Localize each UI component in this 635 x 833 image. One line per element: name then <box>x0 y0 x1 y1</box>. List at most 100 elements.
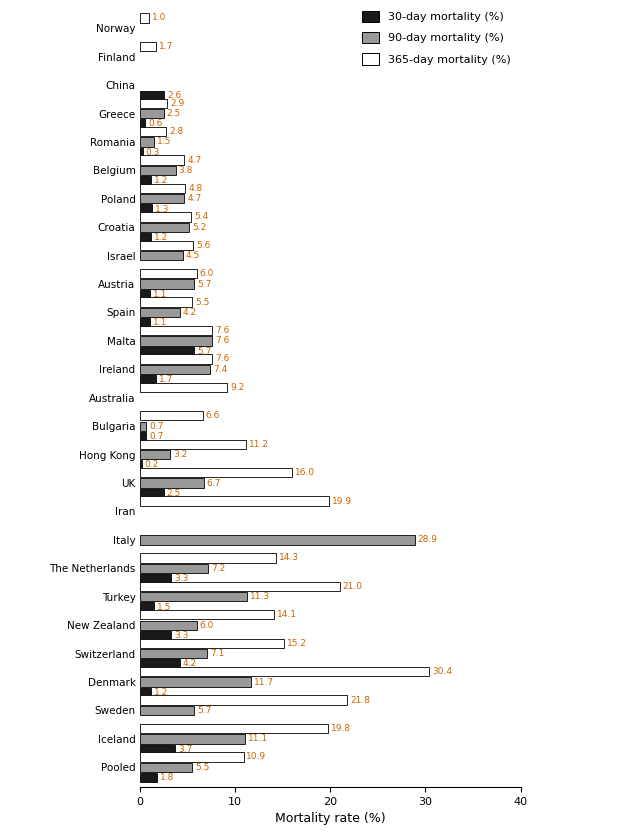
Text: 10.9: 10.9 <box>246 752 267 761</box>
Text: 21.0: 21.0 <box>343 582 363 591</box>
Text: 1.1: 1.1 <box>153 290 168 299</box>
Text: 3.3: 3.3 <box>174 574 189 583</box>
Text: 14.3: 14.3 <box>279 553 298 562</box>
Bar <box>140 688 151 697</box>
Bar <box>140 706 194 715</box>
Bar <box>140 649 207 658</box>
Text: 1.7: 1.7 <box>159 375 173 384</box>
Bar <box>140 574 171 583</box>
Text: 2.6: 2.6 <box>167 91 182 100</box>
Text: 0.2: 0.2 <box>144 461 159 470</box>
Text: 14.1: 14.1 <box>277 611 297 619</box>
Text: 4.7: 4.7 <box>187 194 201 203</box>
Bar <box>140 602 154 611</box>
Text: 30.4: 30.4 <box>432 667 452 676</box>
Bar <box>140 621 197 630</box>
Bar <box>140 639 284 648</box>
Bar <box>140 468 292 477</box>
Bar <box>140 667 429 676</box>
Bar <box>140 222 189 232</box>
Bar <box>140 127 166 137</box>
Text: 1.3: 1.3 <box>155 205 170 213</box>
Text: 3.8: 3.8 <box>179 166 193 175</box>
Bar <box>140 461 142 470</box>
Text: 1.1: 1.1 <box>153 318 168 327</box>
Bar <box>140 176 151 186</box>
Text: 7.6: 7.6 <box>215 326 229 335</box>
Text: 5.5: 5.5 <box>195 297 210 307</box>
Text: 4.5: 4.5 <box>185 251 199 260</box>
Bar <box>140 696 347 705</box>
Bar <box>140 91 164 100</box>
Bar <box>140 724 328 733</box>
Text: 5.7: 5.7 <box>197 347 211 356</box>
Bar <box>140 156 184 165</box>
Text: 3.2: 3.2 <box>173 450 187 459</box>
Bar <box>140 365 210 374</box>
Text: 11.7: 11.7 <box>254 677 274 686</box>
Bar <box>140 450 170 459</box>
Bar <box>140 659 180 669</box>
Bar <box>140 734 245 744</box>
Bar <box>140 119 145 128</box>
Bar <box>140 251 183 260</box>
Text: 1.7: 1.7 <box>159 42 173 51</box>
Bar <box>140 279 194 289</box>
Bar <box>140 347 194 356</box>
Text: 1.5: 1.5 <box>157 137 171 147</box>
Bar <box>140 773 157 782</box>
Bar <box>140 184 185 193</box>
Text: 2.5: 2.5 <box>166 109 180 118</box>
Text: 1.8: 1.8 <box>160 773 174 782</box>
Bar <box>140 375 156 384</box>
Bar <box>140 496 329 506</box>
Text: 2.5: 2.5 <box>166 489 180 498</box>
Bar <box>140 98 167 107</box>
Bar <box>140 137 154 147</box>
Text: 1.2: 1.2 <box>154 177 168 185</box>
Bar <box>140 564 208 573</box>
Text: 2.9: 2.9 <box>170 98 184 107</box>
Text: 3.3: 3.3 <box>174 631 189 640</box>
Bar <box>140 109 163 118</box>
Text: 7.2: 7.2 <box>211 564 225 573</box>
Text: 7.6: 7.6 <box>215 355 229 363</box>
Text: 6.0: 6.0 <box>199 621 214 630</box>
Text: 5.2: 5.2 <box>192 222 206 232</box>
Text: 5.7: 5.7 <box>197 280 211 288</box>
Text: 16.0: 16.0 <box>295 468 315 477</box>
Text: 1.5: 1.5 <box>157 602 171 611</box>
Text: 6.7: 6.7 <box>206 478 221 487</box>
Text: 11.3: 11.3 <box>250 592 271 601</box>
Bar <box>140 536 415 545</box>
Bar <box>140 440 246 449</box>
Text: 9.2: 9.2 <box>230 383 244 392</box>
Legend: 30-day mortality (%), 90-day mortality (%), 365-day mortality (%): 30-day mortality (%), 90-day mortality (… <box>358 6 515 69</box>
Text: 1.0: 1.0 <box>152 13 166 22</box>
Bar <box>140 13 149 22</box>
Bar <box>140 677 251 686</box>
Bar <box>140 412 203 421</box>
Bar <box>140 297 192 307</box>
Text: 5.6: 5.6 <box>196 241 210 250</box>
Bar <box>140 326 212 335</box>
Bar <box>140 308 180 317</box>
Bar <box>140 212 191 222</box>
Bar <box>140 745 175 754</box>
Text: 19.8: 19.8 <box>331 724 351 733</box>
Bar <box>140 478 203 487</box>
Bar <box>140 421 146 431</box>
Bar <box>140 752 243 761</box>
Text: 4.8: 4.8 <box>188 184 203 193</box>
Text: 3.7: 3.7 <box>178 745 192 754</box>
Bar <box>140 553 276 562</box>
Text: 5.7: 5.7 <box>197 706 211 715</box>
Bar <box>140 383 227 392</box>
Text: 19.9: 19.9 <box>332 496 352 506</box>
Bar <box>140 166 176 175</box>
Bar <box>140 269 197 278</box>
Bar <box>140 354 212 364</box>
Text: 2.8: 2.8 <box>169 127 184 136</box>
Bar <box>140 610 274 620</box>
Text: 11.2: 11.2 <box>249 440 269 449</box>
